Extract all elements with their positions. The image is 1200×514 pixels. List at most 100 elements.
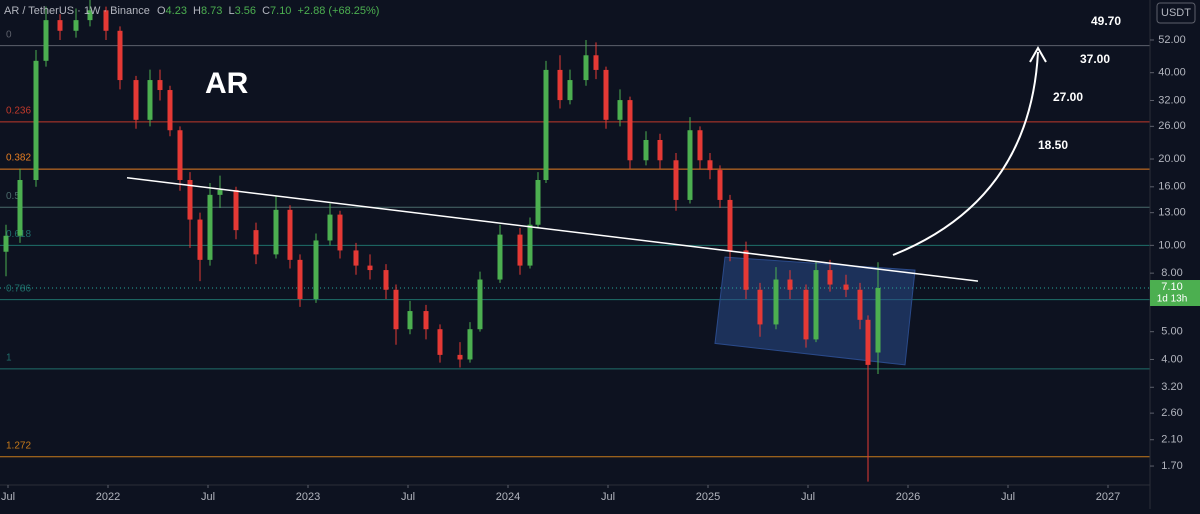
candle-body	[773, 279, 779, 325]
candle-body	[337, 214, 343, 251]
low-value: 3.56	[235, 5, 256, 17]
price-tag-label: 7.10	[1161, 281, 1182, 293]
candle-body	[787, 279, 793, 290]
candle-body	[673, 160, 679, 200]
candle-body	[407, 311, 413, 330]
candle-body	[157, 80, 163, 91]
candle-body	[177, 130, 183, 180]
candle-body	[803, 289, 809, 340]
y-tick-label: 3.20	[1161, 381, 1182, 393]
y-tick-label: 16.00	[1158, 181, 1186, 193]
fib-label: 0.786	[6, 283, 31, 294]
high-value: 8.73	[201, 5, 222, 17]
fib-label: 0	[6, 29, 12, 40]
candle-body	[43, 20, 49, 61]
ohlc-label: O	[157, 5, 166, 17]
projection-arrow	[892, 51, 1039, 256]
candle-body	[103, 10, 109, 31]
x-tick-label: Jul	[401, 491, 415, 503]
candle-body	[393, 289, 399, 330]
x-tick-label: 2024	[496, 491, 520, 503]
candle-body	[187, 179, 193, 220]
open-value: 4.23	[166, 5, 187, 17]
asset-title: AR	[205, 67, 249, 100]
y-tick-label: 2.10	[1161, 434, 1182, 446]
candle-body	[467, 329, 473, 360]
candle-body	[233, 189, 239, 231]
candle-body	[827, 270, 833, 285]
candle-body	[697, 130, 703, 161]
x-tick-label: 2027	[1096, 491, 1120, 503]
axis-layer: 52.00 40.00 32.00 26.00 20.00 16.00 13.00 10.00…	[1, 14, 1200, 503]
candle-body	[865, 319, 871, 365]
candle-body	[133, 80, 139, 120]
candle-body	[253, 230, 259, 255]
candle-body	[567, 80, 573, 101]
candle-body	[57, 20, 63, 31]
x-tick-label: Jul	[801, 491, 815, 503]
candle-body	[857, 289, 863, 320]
plot-layer	[3, 0, 979, 482]
ohlc-label: L	[228, 5, 234, 17]
symbol: AR / TetherUS · 1W · Binance	[4, 5, 150, 17]
price-tag	[1150, 280, 1200, 307]
candle-body	[643, 139, 649, 161]
y-tick-label: 5.00	[1161, 326, 1182, 338]
candle-body	[535, 179, 541, 225]
candle-body	[543, 69, 549, 180]
trendline	[126, 177, 979, 282]
candle-body	[875, 288, 881, 353]
y-tick-label: 40.00	[1158, 67, 1186, 79]
target-label: 49.70	[1091, 14, 1121, 28]
close-value: 7.10	[270, 5, 291, 17]
arrow-head	[1029, 45, 1047, 63]
candle-body	[33, 60, 39, 180]
y-tick-label: 10.00	[1158, 239, 1186, 251]
candle-body	[527, 224, 533, 266]
candle-body	[657, 139, 663, 161]
y-tick-label: 1.70	[1161, 460, 1182, 472]
candle-body	[497, 234, 503, 280]
candle-body	[313, 240, 319, 300]
fib-label: 1	[6, 352, 12, 363]
candle-body	[557, 69, 563, 101]
x-tick-label: Jul	[1001, 491, 1015, 503]
candle-body	[517, 234, 523, 266]
candle-body	[87, 10, 93, 21]
candle-body	[843, 284, 849, 290]
candle-body	[457, 354, 463, 360]
candle-body	[353, 250, 359, 266]
candle-body	[147, 80, 153, 120]
candle-body	[327, 214, 333, 241]
candle-body	[287, 209, 293, 260]
candle-body	[687, 130, 693, 200]
fib-label: 0.5	[6, 191, 20, 202]
x-tick-label: 2025	[696, 491, 720, 503]
candle-body	[583, 55, 589, 81]
candle-body	[707, 160, 713, 171]
y-tick-label: 13.00	[1158, 207, 1186, 219]
y-tick-label: 26.00	[1158, 120, 1186, 132]
candle-body	[207, 194, 213, 260]
fib-label: 1.272	[6, 440, 31, 451]
candle-body	[297, 259, 303, 300]
change: +2.88 (+68.25%)	[298, 5, 380, 17]
candle-body	[603, 69, 609, 120]
x-tick-label: Jul	[601, 491, 615, 503]
candle-body	[367, 265, 373, 271]
candle-body	[383, 270, 389, 290]
x-tick-label: Jul	[201, 491, 215, 503]
target-label: 18.50	[1038, 138, 1068, 152]
candle-body	[477, 279, 483, 330]
x-tick-label: 2023	[296, 491, 320, 503]
candle-body	[743, 250, 749, 290]
ohlc-label: C	[262, 5, 270, 17]
countdown: 1d 13h	[1157, 294, 1188, 305]
y-tick-label: 52.00	[1158, 34, 1186, 46]
x-tick-label: 2026	[896, 491, 920, 503]
currency[interactable]: USDT	[1161, 7, 1191, 19]
candle-body	[197, 219, 203, 260]
currency-box[interactable]	[1156, 2, 1196, 24]
candle-body	[423, 311, 429, 330]
